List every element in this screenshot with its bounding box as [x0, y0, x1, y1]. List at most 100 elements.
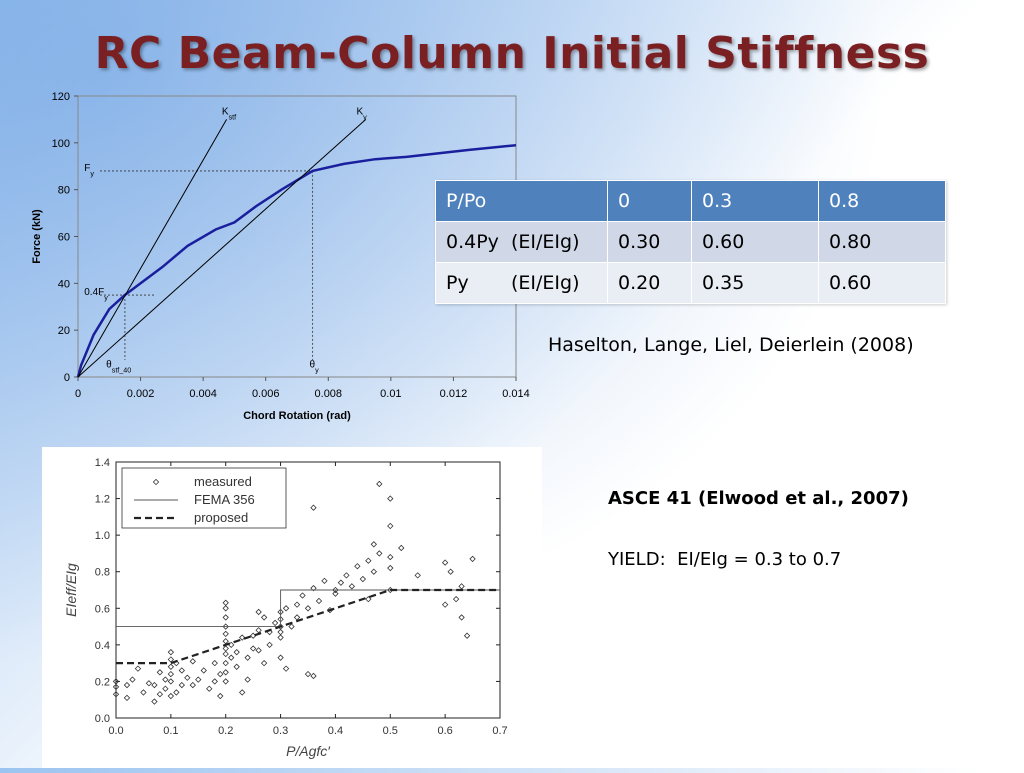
legend-marker-measured [152, 478, 160, 486]
measured-point [310, 672, 317, 680]
table-row: Py (EI/EIg) 0.20 0.35 0.60 [435, 262, 946, 304]
measured-point [244, 676, 251, 683]
y-axis-label: Force (kN) [31, 209, 43, 264]
measured-point [332, 590, 339, 597]
x-tick-label: 0.4 [328, 725, 343, 737]
measured-point [458, 583, 465, 590]
x-tick-label: 0.0 [108, 725, 123, 737]
measured-point [343, 572, 350, 579]
measured-point [200, 667, 207, 674]
table-cell: 0.80 [818, 221, 946, 263]
measured-point [299, 592, 306, 599]
measured-point [222, 650, 229, 658]
table-cell: 0.4Py (EI/EIg) [435, 221, 608, 263]
y-tick-label: 0.4 [95, 640, 110, 652]
measured-point [365, 595, 372, 603]
measured-point [441, 601, 449, 608]
stiffness-table: P/Po 0 0.3 0.8 0.4Py (EI/EIg) 0.30 0.60 … [435, 180, 946, 304]
measured-point [167, 656, 175, 663]
measured-point [222, 669, 229, 676]
measured-point [217, 670, 224, 678]
x-tick-label: 0.004 [189, 388, 217, 400]
y-tick-label: 60 [58, 232, 70, 244]
x-axis-label: P/Agfc′ [286, 743, 331, 759]
measured-point [178, 681, 185, 689]
y-tick-label: 0.0 [95, 713, 110, 725]
measured-point [293, 601, 301, 608]
measured-point [304, 670, 312, 678]
table-header-cell: 0.8 [818, 180, 946, 222]
measured-point [354, 563, 361, 570]
reference-asce41: ASCE 41 (Elwood et al., 2007) [608, 488, 909, 509]
theta-y-label: θy [310, 360, 320, 375]
measured-point [156, 691, 164, 698]
measured-point [222, 630, 229, 638]
y-tick-label: 0.8 [95, 567, 110, 579]
table-cell: 0.60 [818, 262, 946, 304]
x-tick-label: 0.3 [273, 725, 288, 737]
measured-point [376, 550, 383, 557]
measured-point [469, 555, 476, 563]
measured-point [239, 634, 246, 641]
measured-point [211, 678, 218, 685]
measured-point [282, 665, 290, 672]
force-rotation-chart: 0 0.002 0.004 0.006 0.008 0.01 0.012 0.014 0 20 40… [28, 88, 538, 428]
x-tick-label: 0.2 [218, 725, 233, 737]
x-tick-label: 0 [75, 388, 81, 400]
measured-point [277, 628, 284, 636]
legend-label-proposed: proposed [194, 510, 248, 525]
measured-point [151, 681, 158, 689]
measured-point [293, 614, 301, 621]
theta-stf40-label: θstf_40 [106, 360, 131, 375]
measured-point [222, 678, 229, 685]
table-cell: Py (EI/EIg) [435, 262, 608, 304]
measured-point [222, 623, 229, 630]
measured-point [206, 685, 213, 692]
measured-point [271, 619, 279, 627]
measured-point [277, 654, 284, 661]
point4fy-label: 0.4Fy [84, 287, 108, 302]
y-tick-label: 20 [58, 325, 70, 337]
kstf-label: Kstf [222, 107, 236, 122]
measured-point [222, 638, 229, 645]
measured-point [452, 595, 460, 603]
measured-point [315, 597, 323, 605]
measured-point [255, 647, 262, 654]
chart-legend: measured FEMA 356 proposed [121, 467, 287, 529]
x-tick-label: 0.014 [502, 388, 530, 400]
table-cell: 0.60 [691, 221, 819, 263]
measured-point [167, 692, 175, 700]
measured-point [222, 605, 229, 612]
x-tick-label: 0.1 [163, 725, 178, 737]
measured-point [151, 698, 158, 705]
measured-point [348, 583, 356, 590]
measured-point [310, 504, 317, 511]
measured-point [387, 553, 394, 561]
measured-point [310, 585, 317, 592]
legend-label-fema356: FEMA 356 [194, 492, 255, 507]
measured-point [458, 614, 465, 621]
measured-point [337, 579, 345, 586]
measured-point [167, 670, 175, 678]
measured-point [255, 627, 262, 634]
measured-point [222, 599, 229, 606]
measured-point [233, 649, 240, 656]
table-header-cell: 0 [607, 180, 692, 222]
x-tick-label: 0.012 [440, 388, 468, 400]
y-tick-label: 40 [58, 278, 70, 290]
measured-point [112, 683, 120, 691]
measured-point [129, 676, 136, 683]
y-tick-label: 1.0 [95, 530, 110, 542]
fy-label: Fy [84, 163, 94, 178]
x-tick-label: 0.6 [437, 725, 452, 737]
force-rotation-chart-svg: 0 0.002 0.004 0.006 0.008 0.01 0.012 0.014 0 20 40… [31, 91, 530, 422]
y-tick-label: 80 [58, 185, 70, 197]
yield-note: YIELD: EI/EIg = 0.3 to 0.7 [608, 549, 842, 570]
measured-point [211, 659, 218, 667]
ky-line [77, 119, 367, 378]
table-header-row: P/Po 0 0.3 0.8 [435, 180, 946, 222]
table-header-cell: P/Po [435, 180, 608, 222]
measured-point [370, 541, 377, 548]
stiffness-ratio-chart-svg: 0.0 0.1 0.2 0.3 0.4 0.5 0.6 0.7 0.0 0.2 0.4 0.6 0.8 1… [63, 457, 508, 759]
measured-point [173, 689, 180, 696]
